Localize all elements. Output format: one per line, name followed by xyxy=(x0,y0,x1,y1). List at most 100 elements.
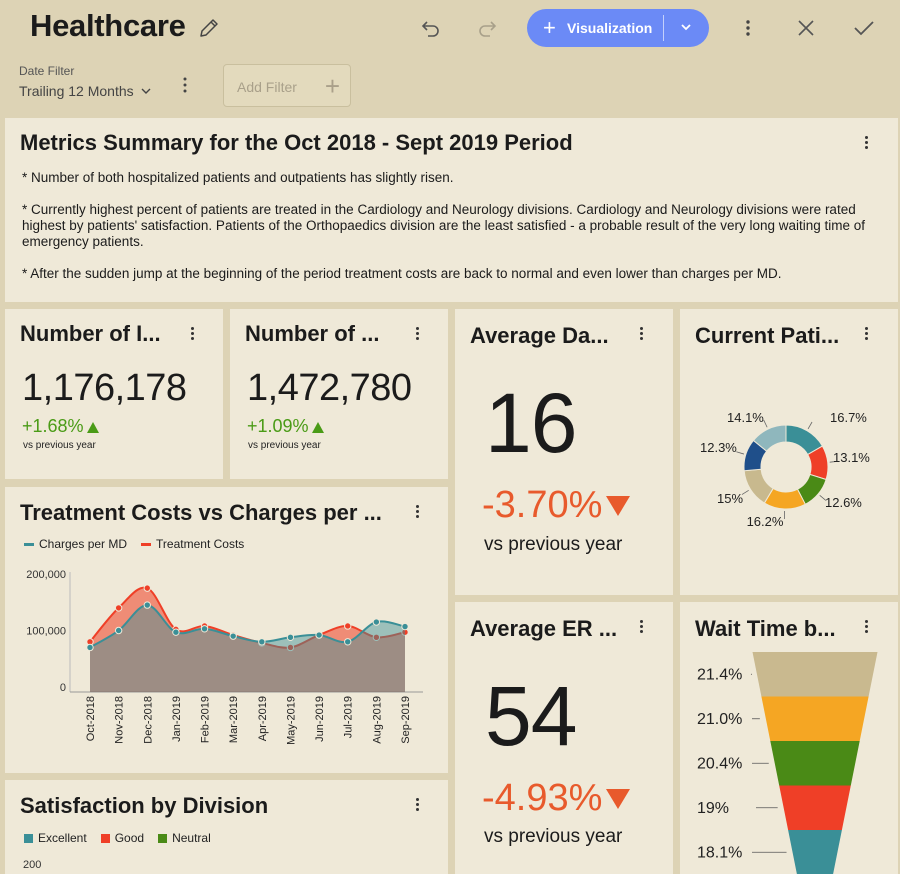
legend-label: Charges per MD xyxy=(39,537,128,551)
data-point xyxy=(143,601,151,609)
x-tick-label: Jan-2019 xyxy=(171,696,183,742)
series-area xyxy=(90,605,405,692)
date-filter-menu-icon[interactable] xyxy=(182,76,200,98)
donut-title: Current Pati... xyxy=(695,323,840,348)
y-tick-label: 200 xyxy=(23,859,42,871)
x-tick-label: Jun-2019 xyxy=(314,696,326,742)
x-tick-label: May-2019 xyxy=(285,696,297,745)
visualization-button[interactable]: + Visualization xyxy=(527,9,709,47)
avg-days-title: Average Da... xyxy=(470,323,609,348)
date-filter-value: Trailing 12 Months xyxy=(19,83,134,99)
legend-item[interactable]: Good xyxy=(100,831,145,845)
x-tick-label: Aug-2019 xyxy=(371,696,383,744)
avg-er-subtitle: vs previous year xyxy=(484,826,623,847)
x-tick-label: Feb-2019 xyxy=(200,696,212,743)
kpi-delta-value: +1.09% xyxy=(247,416,309,436)
donut-menu-icon[interactable] xyxy=(857,325,875,347)
kpi-delta: +1.09% xyxy=(247,416,324,437)
legend-swatch xyxy=(158,833,168,843)
funnel-label: 18.1% xyxy=(697,844,742,861)
avg-days-menu-icon[interactable] xyxy=(632,325,650,347)
legend-label: Neutral xyxy=(172,831,211,845)
dashboard-title: Healthcare xyxy=(30,8,186,43)
arrow-up-icon xyxy=(86,422,99,433)
costs-title: Treatment Costs vs Charges per ... xyxy=(20,500,382,525)
slice-label: 16.2% xyxy=(747,514,784,529)
costs-menu-icon[interactable] xyxy=(408,503,426,525)
slice-leader-line xyxy=(829,460,838,463)
satisfaction-card: Satisfaction by Division Excellent Good … xyxy=(5,780,448,874)
satisfaction-legend: Excellent Good Neutral xyxy=(24,831,211,845)
data-point xyxy=(114,626,123,635)
donut-slice xyxy=(752,424,787,452)
legend-swatch xyxy=(141,542,152,546)
funnel-segment xyxy=(788,830,842,874)
kpi-menu-icon[interactable] xyxy=(183,325,201,347)
x-tick-label: Mar-2019 xyxy=(228,696,240,743)
arrow-down-icon xyxy=(606,788,631,809)
data-point xyxy=(86,643,94,652)
legend-swatch xyxy=(24,542,34,546)
edit-title-icon[interactable] xyxy=(197,16,221,40)
avg-er-menu-icon[interactable] xyxy=(632,618,650,640)
current-patients-card: Current Pati... 16.7% 13.1% 12.6% 16.2% 15% 1… xyxy=(680,309,898,595)
funnel-menu-icon[interactable] xyxy=(857,618,875,640)
funnel-chart: 21.4% 21.0% 20.4% 19% 18.1% xyxy=(697,652,878,874)
data-point xyxy=(344,638,352,646)
add-filter-button[interactable]: Add Filter + xyxy=(223,64,351,107)
kpi-subtitle: vs previous year xyxy=(23,440,96,451)
avg-er-title: Average ER ... xyxy=(470,616,618,641)
x-tick-label: Sep-2019 xyxy=(400,696,412,744)
avg-days-delta: -3.70% xyxy=(482,484,631,527)
satisfaction-menu-icon[interactable] xyxy=(408,796,426,818)
slice-label: 13.1% xyxy=(833,450,870,465)
legend-label: Good xyxy=(114,831,145,845)
data-point xyxy=(143,584,151,592)
legend-label: Excellent xyxy=(38,831,87,845)
summary-card: Metrics Summary for the Oct 2018 - Sept … xyxy=(5,118,898,302)
slice-label: 16.7% xyxy=(830,410,867,425)
legend-item[interactable]: Neutral xyxy=(158,831,211,845)
wait-time-card: Wait Time b... 21.4% 21.0% 20.4% 19% 18.1% xyxy=(680,602,898,874)
more-options-icon[interactable] xyxy=(734,14,762,42)
kpi-menu-icon[interactable] xyxy=(408,325,426,347)
redo-icon[interactable] xyxy=(474,14,502,42)
button-divider xyxy=(663,15,664,41)
kpi-delta: +1.68% xyxy=(22,416,99,437)
plus-icon: + xyxy=(324,71,340,101)
funnel-label: 21.0% xyxy=(697,711,742,728)
y-tick-label: 0 xyxy=(60,682,66,694)
x-tick-label: Oct-2018 xyxy=(85,696,97,741)
funnel-segment xyxy=(752,652,878,697)
slice-label: 12.3% xyxy=(700,440,737,455)
slice-label: 15% xyxy=(717,491,743,506)
date-filter-dropdown[interactable]: Trailing 12 Months xyxy=(19,83,152,99)
data-point xyxy=(315,631,323,639)
legend-item[interactable]: Excellent xyxy=(24,831,87,845)
data-point xyxy=(286,633,295,641)
check-icon[interactable] xyxy=(850,14,878,42)
slice-leader-line xyxy=(819,494,827,501)
slice-leader-line xyxy=(741,490,749,495)
funnel-segment xyxy=(770,741,860,786)
kpi-inpatients-card: Number of I... 1,176,178 +1.68% vs previ… xyxy=(5,309,223,479)
legend-item[interactable]: Treatment Costs xyxy=(141,537,244,551)
summary-menu-icon[interactable] xyxy=(857,134,875,156)
x-tick-label: Dec-2018 xyxy=(142,696,154,744)
close-icon[interactable] xyxy=(792,14,820,42)
chevron-down-icon xyxy=(141,88,151,94)
add-filter-label: Add Filter xyxy=(237,79,297,95)
funnel-title: Wait Time b... xyxy=(695,616,836,641)
avg-days-value: 16 xyxy=(485,376,577,470)
x-tick-label: Apr-2019 xyxy=(257,696,269,741)
arrow-up-icon xyxy=(311,422,324,433)
legend-item[interactable]: Charges per MD xyxy=(24,537,127,551)
data-point xyxy=(286,643,295,652)
kpi-value: 1,176,178 xyxy=(22,367,187,409)
summary-paragraph: * Currently highest percent of patients … xyxy=(22,202,866,249)
y-tick-label: 200,000 xyxy=(26,569,66,581)
arrow-down-icon xyxy=(606,495,631,516)
kpi-title: Number of ... xyxy=(245,321,380,346)
undo-icon[interactable] xyxy=(416,14,444,42)
chevron-down-icon[interactable] xyxy=(677,18,695,39)
